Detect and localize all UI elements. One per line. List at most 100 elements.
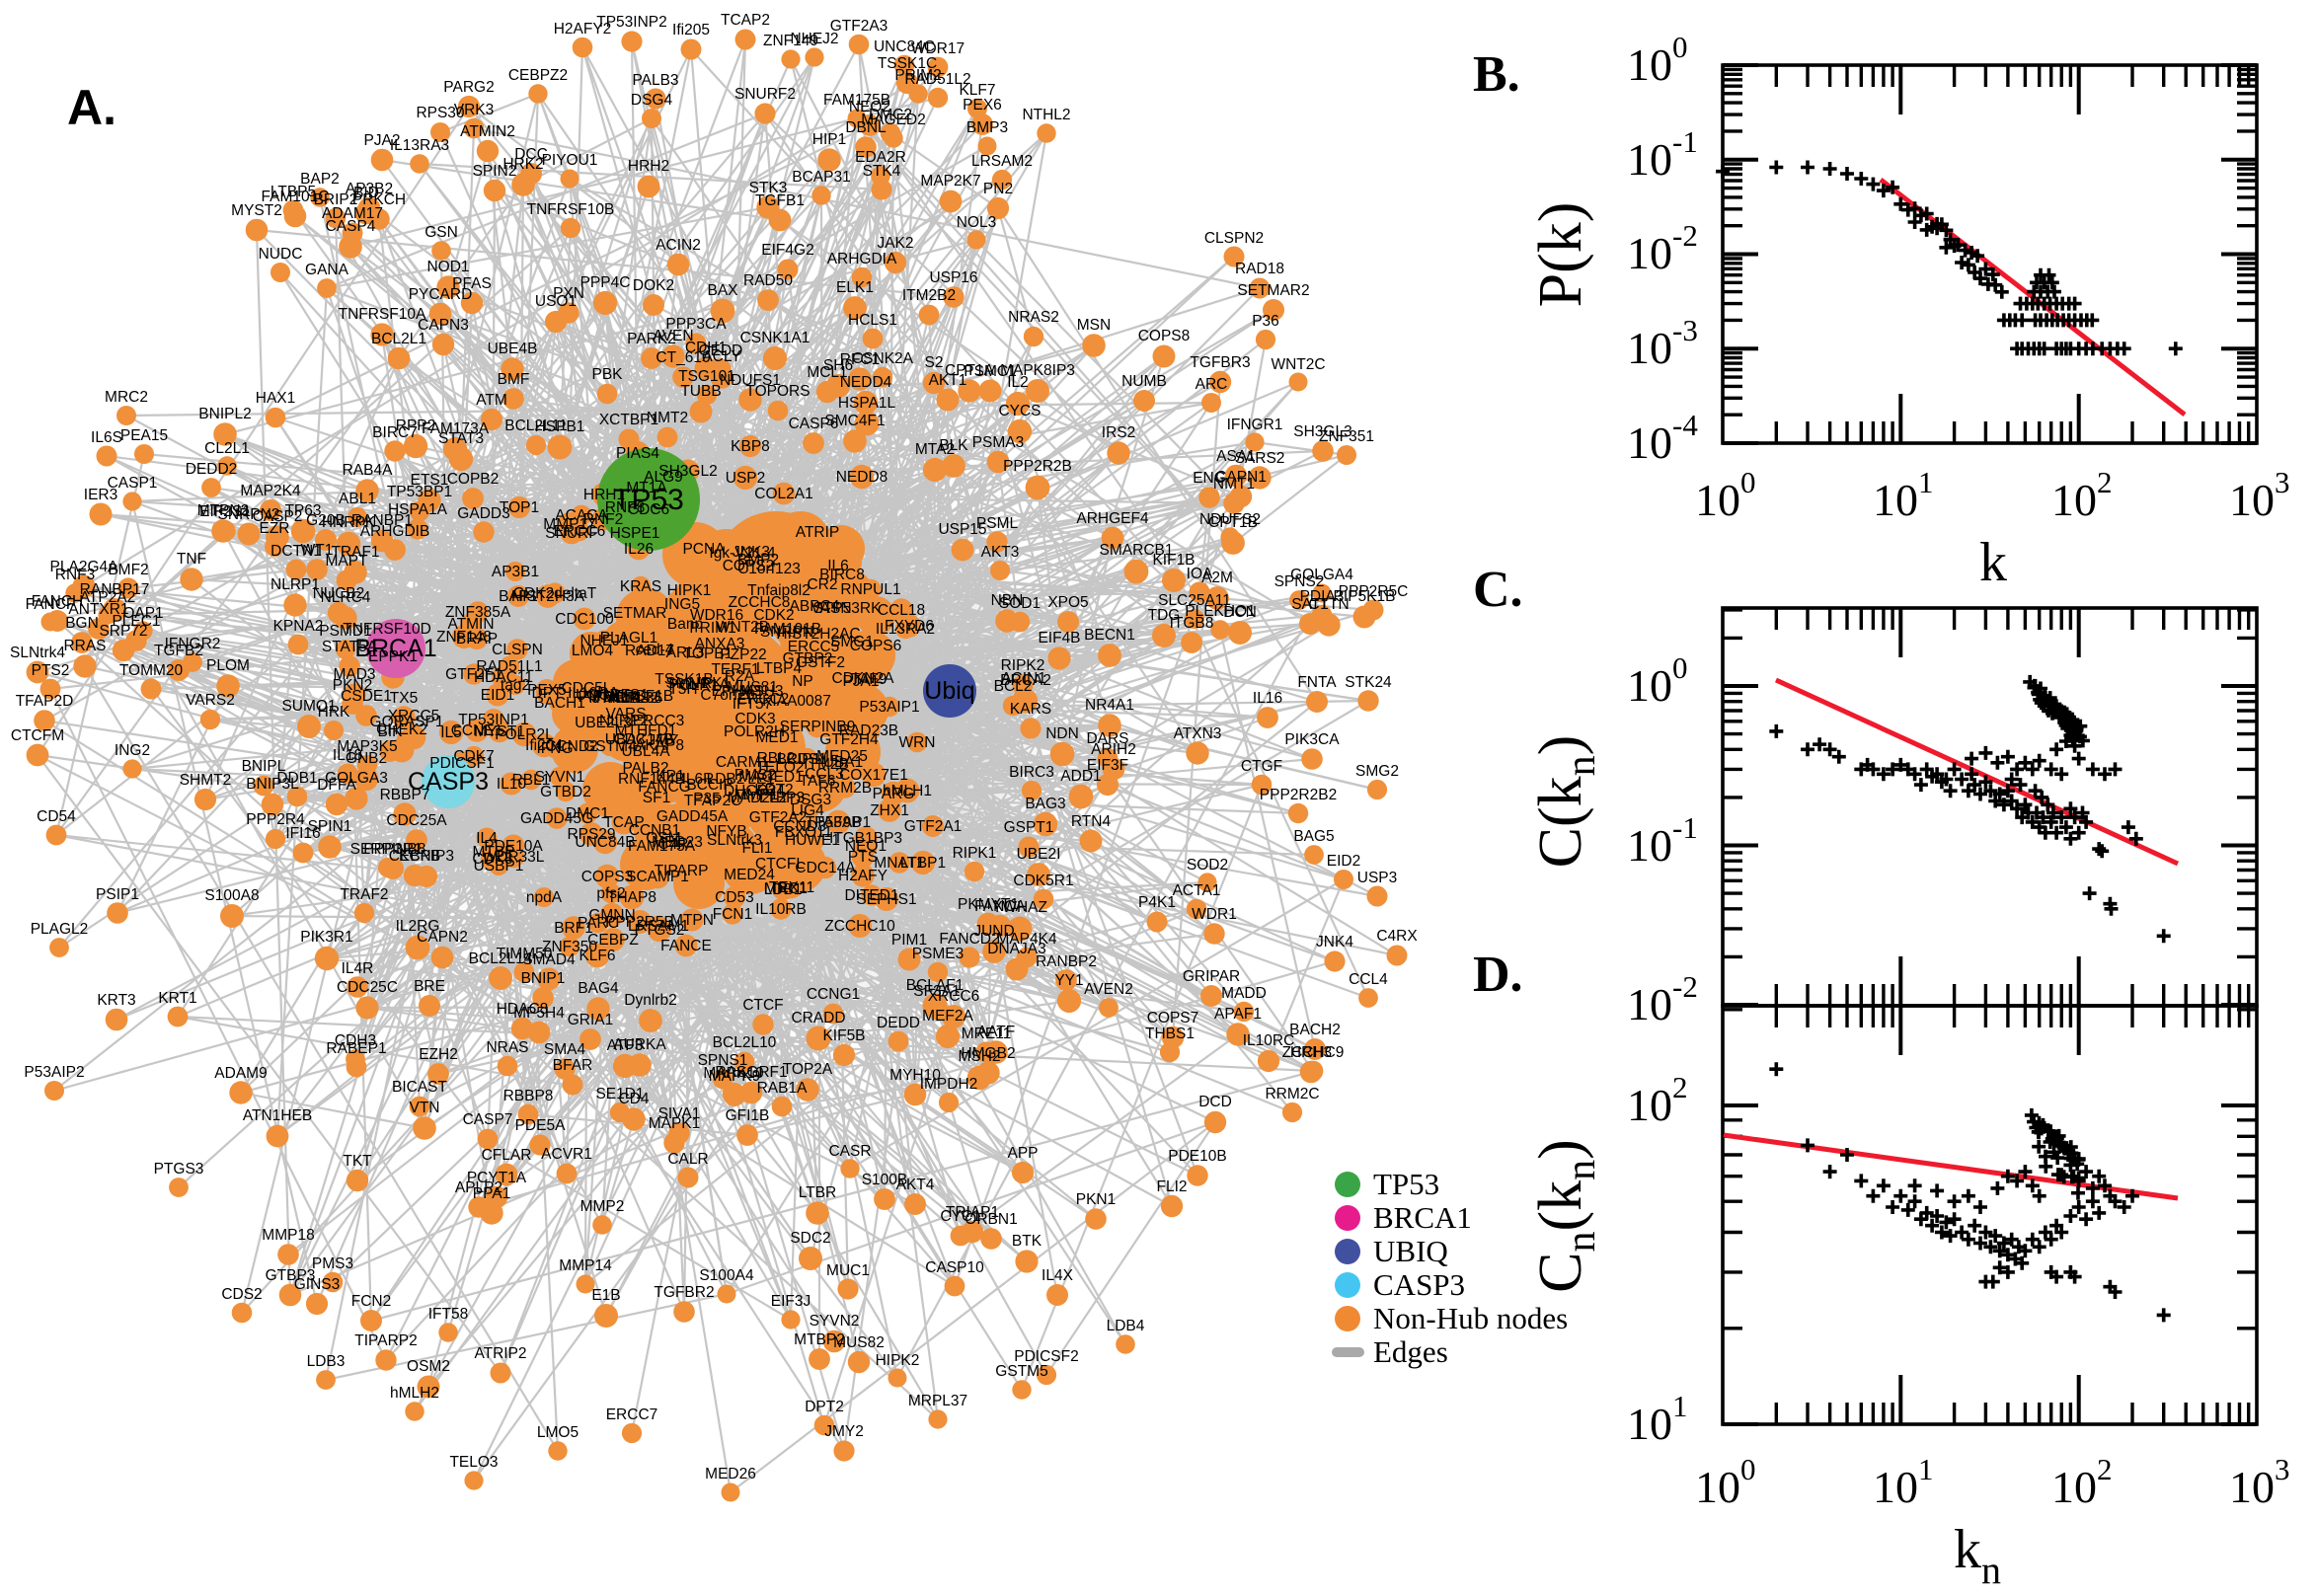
svg-text:CASP6: CASP6 [789,416,839,432]
svg-text:UBE2I: UBE2I [1017,846,1061,863]
svg-text:AVEN2: AVEN2 [1084,981,1133,998]
svg-text:PTGS3: PTGS3 [154,1161,204,1178]
svg-text:SLC25A11: SLC25A11 [1158,592,1231,609]
svg-text:CPT1B: CPT1B [1208,514,1258,531]
svg-text:FLI2: FLI2 [1156,1178,1187,1195]
svg-text:A.: A. [67,80,116,135]
svg-text:LDB4: LDB4 [1107,1318,1145,1334]
svg-text:BNIP3L: BNIP3L [246,776,299,793]
svg-text:CDKN2A: CDKN2A [832,670,895,687]
svg-text:EIF4B: EIF4B [1038,630,1080,646]
svg-text:MTBP2: MTBP2 [794,1331,845,1348]
svg-text:BIK: BIK [378,723,404,740]
svg-text:MMP14: MMP14 [559,1257,612,1274]
svg-text:ATRIP2: ATRIP2 [474,1345,526,1362]
svg-text:HMGB2: HMGB2 [961,1045,1015,1062]
svg-text:SMA4: SMA4 [544,1041,586,1058]
svg-text:C4RX: C4RX [1376,928,1418,945]
svg-text:TRAF1: TRAF1 [331,544,379,561]
svg-text:pfs2: pfs2 [596,885,625,902]
svg-text:DEDD: DEDD [877,1015,920,1031]
svg-text:PFAS: PFAS [452,275,492,292]
svg-text:BECN1: BECN1 [1084,627,1135,644]
svg-text:RAD23B: RAD23B [839,722,898,739]
svg-text:NUDC: NUDC [259,246,303,263]
svg-text:COPS2: COPS2 [723,558,775,574]
svg-text:BMF2: BMF2 [108,562,148,578]
svg-text:CALR: CALR [667,1151,708,1168]
svg-text:STK24: STK24 [1345,674,1392,691]
svg-text:HAX1: HAX1 [256,390,296,407]
svg-text:MAP4K4: MAP4K4 [996,931,1057,948]
svg-text:DPT2: DPT2 [805,1399,844,1415]
svg-text:AVEN: AVEN [653,328,693,344]
svg-text:CAPN1: CAPN1 [1215,469,1267,486]
svg-text:HRK2: HRK2 [502,156,543,173]
svg-text:BAG4: BAG4 [578,980,619,997]
svg-text:ETS1: ETS1 [411,472,449,489]
svg-text:CDK8: CDK8 [472,851,512,868]
svg-text:CASP4: CASP4 [326,218,376,235]
svg-text:HRH2: HRH2 [628,158,669,175]
svg-text:KIF5B: KIF5B [822,1027,865,1044]
svg-text:USP2: USP2 [726,470,766,487]
svg-text:ARIH2: ARIH2 [1091,741,1136,758]
svg-text:KRT1: KRT1 [158,990,196,1007]
svg-text:VTN: VTN [410,1100,440,1116]
svg-text:BRAP: BRAP [456,631,498,647]
svg-text:ATM: ATM [476,392,507,409]
svg-text:FANCE: FANCE [660,938,712,954]
svg-text:CYC1: CYC1 [940,1208,980,1225]
svg-text:PRIM2: PRIM2 [894,67,941,84]
svg-text:RAD50: RAD50 [743,272,793,289]
svg-text:MRE11: MRE11 [962,1026,1012,1042]
svg-text:JNK4: JNK4 [1316,934,1353,950]
svg-text:CDC5L: CDC5L [562,680,612,697]
svg-text:VARS: VARS [605,706,646,722]
svg-text:CASR: CASR [828,1143,871,1160]
svg-text:P(k): P(k) [1527,202,1594,308]
svg-text:KBP8: KBP8 [731,438,770,455]
svg-text:NRAS2: NRAS2 [1008,309,1059,326]
svg-text:EID2: EID2 [1327,853,1360,870]
svg-text:BRIP2: BRIP2 [314,191,358,208]
svg-text:Tnfaip8l2: Tnfaip8l2 [747,582,811,599]
svg-text:CASP3: CASP3 [1373,1267,1465,1302]
svg-text:TP53: TP53 [613,484,684,516]
svg-text:EID1: EID1 [481,687,514,704]
svg-text:PIK3CA: PIK3CA [1284,731,1340,748]
svg-text:ZHX1: ZHX1 [870,802,909,819]
svg-text:BMF: BMF [498,371,530,388]
svg-text:SETMAR2: SETMAR2 [1237,282,1309,299]
svg-text:S2: S2 [925,354,944,371]
svg-text:BAG3: BAG3 [1025,796,1065,812]
svg-text:MRPL37: MRPL37 [908,1393,967,1409]
svg-text:IFNGR2: IFNGR2 [165,636,221,652]
svg-text:KIF1B: KIF1B [1152,552,1195,569]
svg-text:RRAS: RRAS [63,638,106,654]
svg-text:USP3: USP3 [1357,870,1398,886]
svg-text:MYH10: MYH10 [889,1067,941,1084]
svg-text:RTN4: RTN4 [1071,813,1112,830]
svg-text:XPO5: XPO5 [1047,594,1088,611]
svg-text:BCL2L10: BCL2L10 [713,1034,777,1051]
svg-text:EZH2: EZH2 [419,1046,458,1063]
svg-text:RASGRF1: RASGRF1 [715,1064,787,1081]
svg-text:SDC2: SDC2 [790,1230,830,1247]
svg-text:TSG101: TSG101 [678,368,735,385]
svg-text:BRCA1: BRCA1 [354,635,436,662]
svg-text:DPT: DPT [532,685,564,702]
svg-text:HIP1: HIP1 [812,131,846,148]
svg-text:PKN2: PKN2 [333,677,373,694]
svg-text:TAF6: TAF6 [800,773,836,790]
svg-text:PLAGL2: PLAGL2 [31,921,89,938]
svg-text:GSTF2: GSTF2 [796,654,845,671]
svg-text:JAK2: JAK2 [877,235,913,252]
svg-text:SH3GL2: SH3GL2 [658,463,717,480]
svg-text:OAP1: OAP1 [122,605,163,622]
svg-text:LIG4: LIG4 [791,802,824,819]
svg-text:TNFRSF10B: TNFRSF10B [527,201,615,218]
svg-text:RAB4A: RAB4A [343,462,393,479]
svg-text:ADAM9: ADAM9 [214,1065,267,1082]
svg-text:ELK1: ELK1 [836,279,874,296]
